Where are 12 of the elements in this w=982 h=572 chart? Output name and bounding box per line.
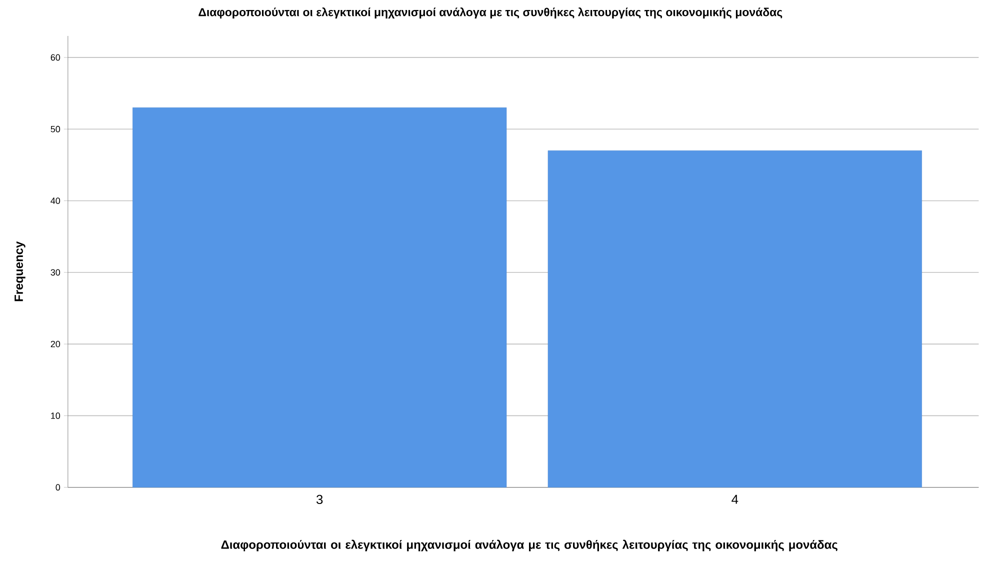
y-tick-label: 10: [51, 412, 60, 419]
y-tick-label: 30: [50, 269, 60, 276]
x-tick-label: 3: [316, 494, 323, 504]
x-tick-label: 4: [732, 494, 738, 504]
y-tick-label: 50: [50, 126, 60, 132]
y-tick-label: 20: [50, 340, 60, 348]
y-axis-title: Frequency: [14, 241, 26, 302]
x-axis-title: Διαφοροποιούνται οι ελεγκτικοί μηχανισμοί ανάλογα με τις συνθήκες λειτουργίας της οικονομικής μονάδας: [221, 540, 838, 552]
y-tick-label: 40: [50, 197, 60, 204]
y-tick-label: 0: [56, 484, 60, 490]
y-tick-label: 60: [50, 54, 60, 61]
chart-title: Διαφοροποιούνται οι ελεγκτικοί μηχανισμοί ανάλογα με τις συνθήκες λειτουργίας της οικονομικής μονάδας: [198, 7, 782, 18]
